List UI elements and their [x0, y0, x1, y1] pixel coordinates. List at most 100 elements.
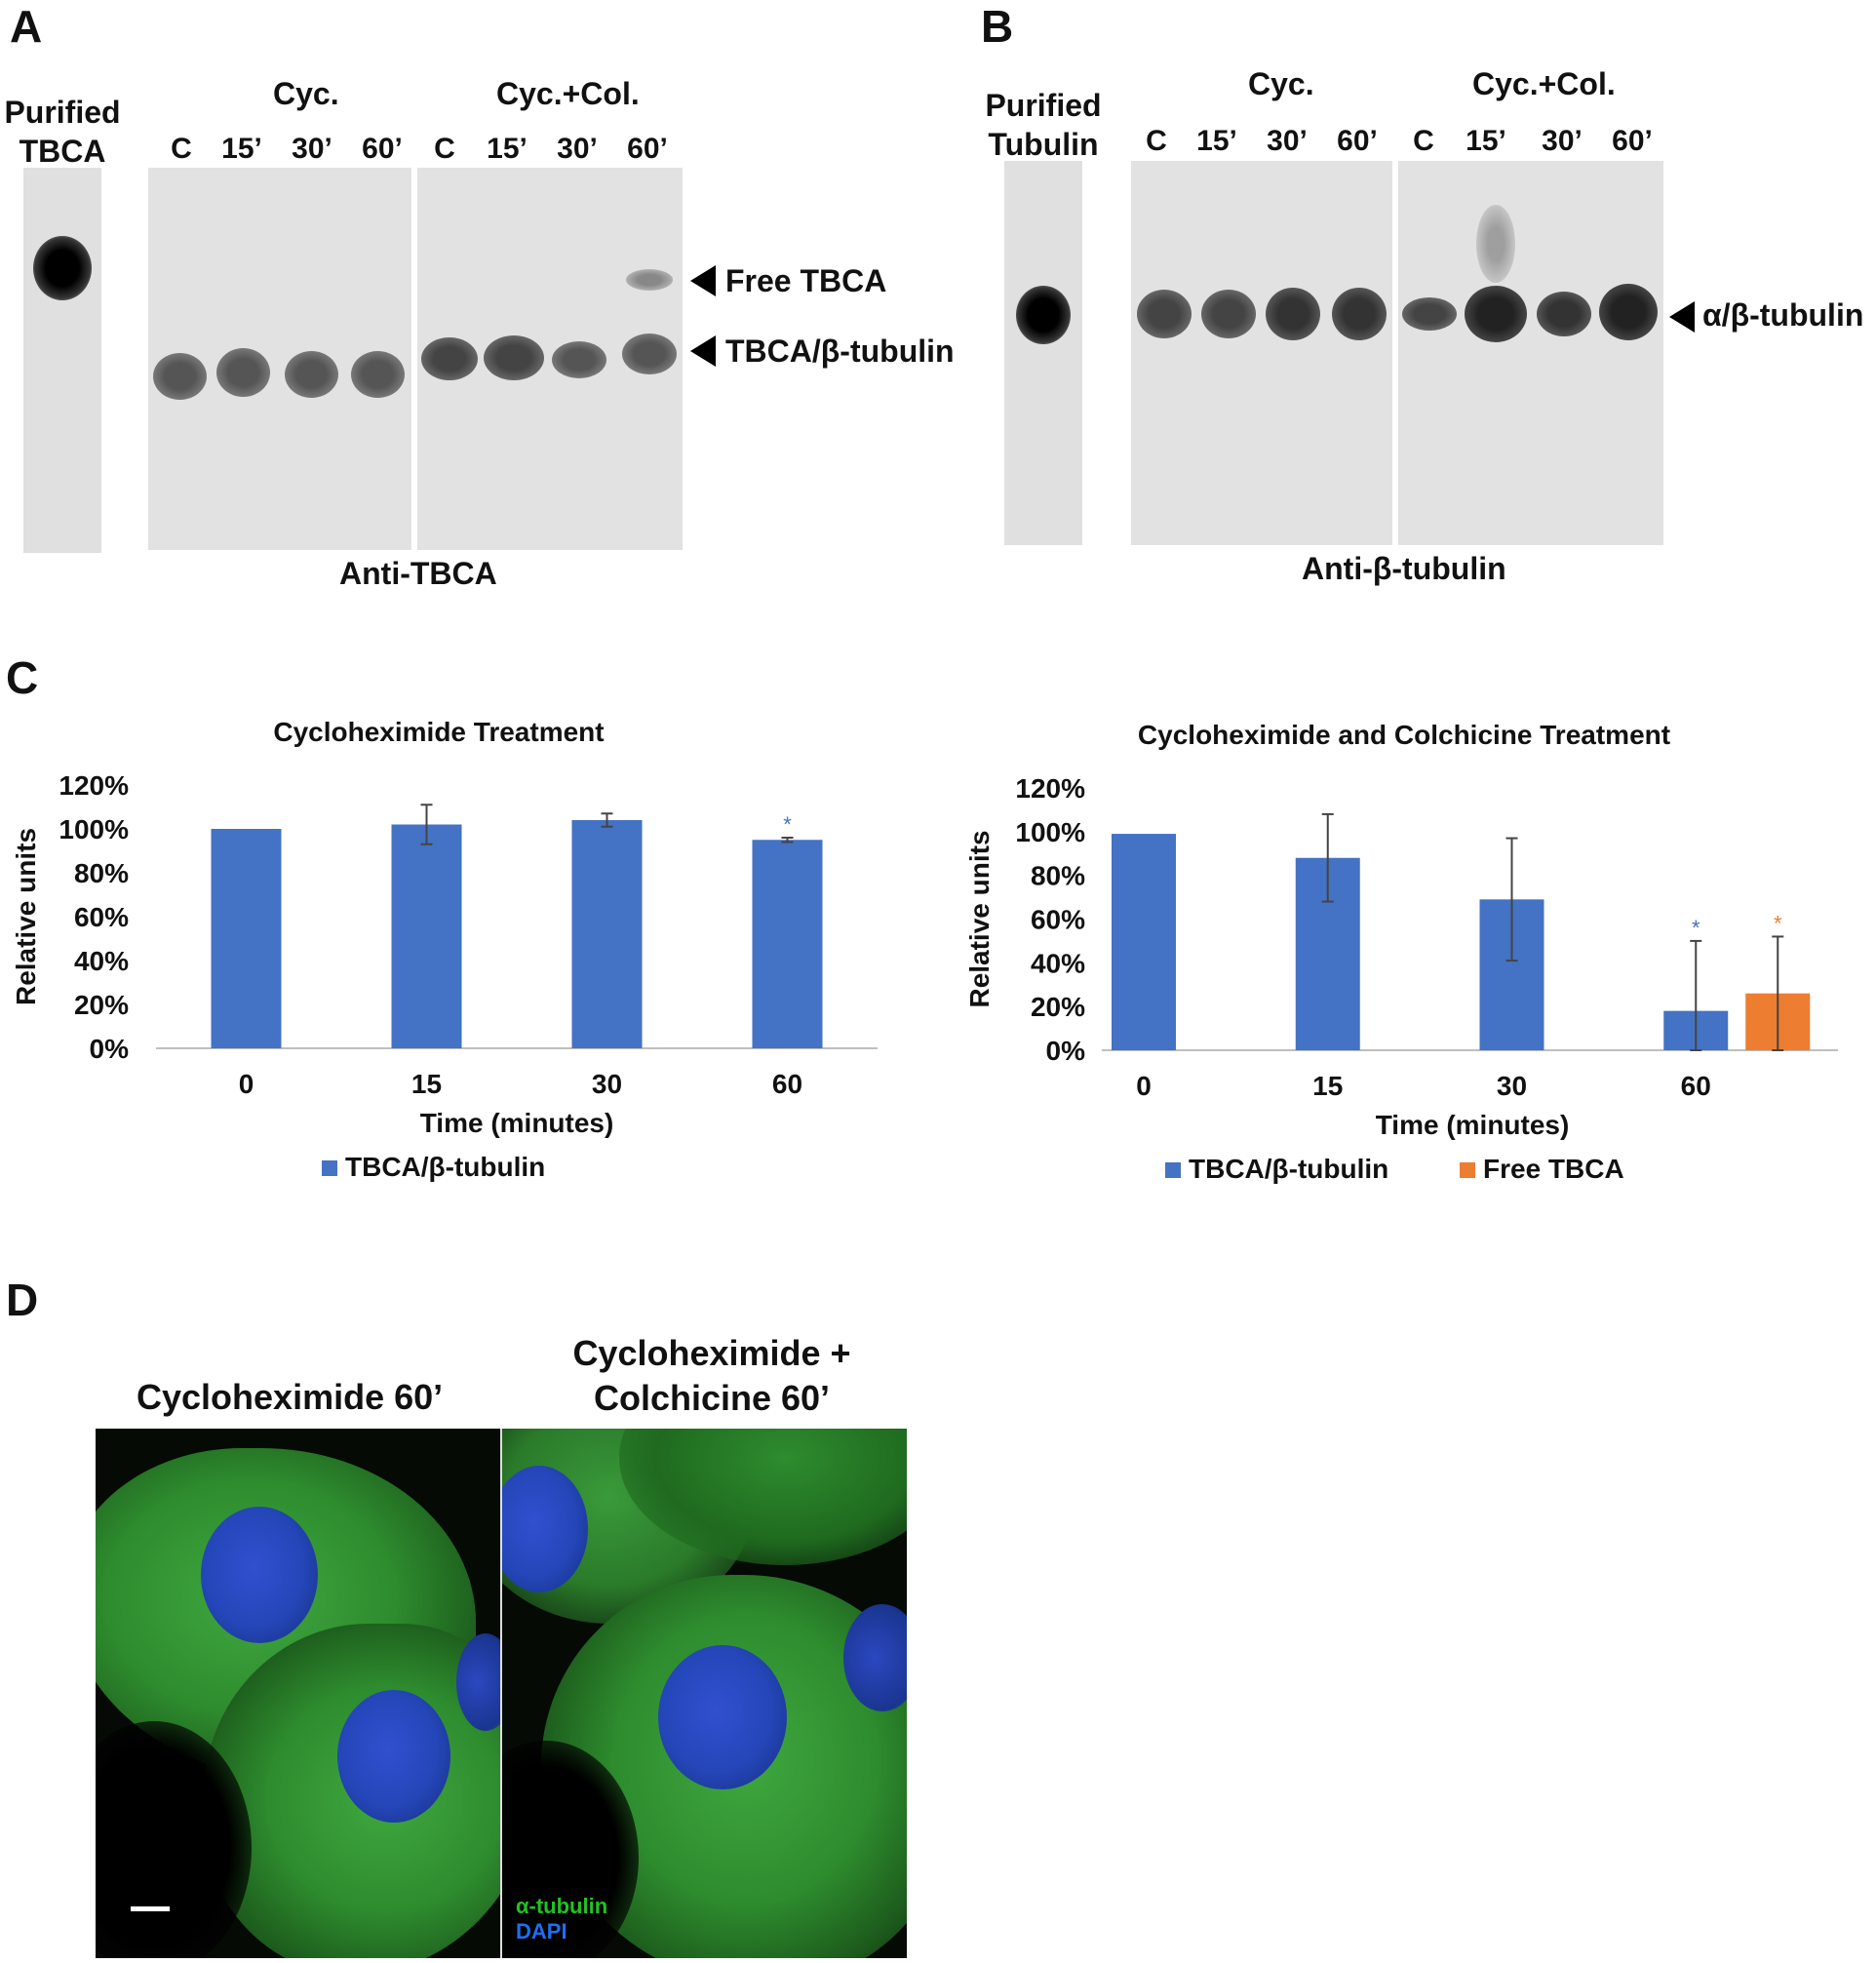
panel-b-lane-label: 15’	[1196, 125, 1237, 157]
y-tick-label: 120%	[1015, 773, 1085, 804]
blot-band	[1201, 290, 1256, 338]
arrow-ab-tubulin	[1669, 301, 1695, 333]
y-tick-label: 20%	[74, 990, 129, 1020]
blot-band	[285, 351, 338, 398]
x-tick-label: 30	[1497, 1071, 1527, 1101]
y-tick-label: 40%	[1031, 948, 1085, 978]
blot-band	[1266, 288, 1320, 340]
blot-band	[1137, 290, 1192, 338]
panel-a-lane-label: 30’	[292, 133, 332, 165]
panel-b-lane-label: 30’	[1542, 125, 1583, 157]
blot-smear	[1476, 205, 1515, 283]
legend-label: TBCA/β-tubulin	[1189, 1154, 1388, 1184]
panel-b-lane-label: 15’	[1466, 125, 1506, 157]
arrow-tbca-complex	[690, 335, 716, 367]
panel-b-letter: B	[981, 1, 1014, 52]
blot-band	[216, 348, 270, 397]
blot-band	[552, 341, 606, 378]
blot-band-free	[626, 269, 673, 291]
chart2-title: Cycloheximide and Colchicine Treatment	[1137, 720, 1671, 750]
panel-a-antibody-label: Anti-TBCA	[339, 556, 497, 591]
panel-a-lane-label: 60’	[627, 133, 668, 165]
panel-a-purified-label: Purified TBCA	[0, 93, 125, 171]
panel-b-lane-label: C	[1413, 125, 1434, 157]
bar	[391, 824, 462, 1048]
blot-band	[622, 334, 677, 374]
scale-bar	[131, 1906, 170, 1911]
x-tick-label: 60	[772, 1069, 802, 1099]
panel-c-letter: C	[6, 652, 39, 703]
y-tick-label: 0%	[1046, 1036, 1086, 1066]
panel-b-purified-line1: Purified	[985, 88, 1102, 123]
panel-a-cyccol-blot	[417, 168, 683, 550]
y-tick-label: 0%	[90, 1034, 130, 1064]
panel-a-purified-line1: Purified	[4, 95, 121, 130]
legend-swatch	[1165, 1162, 1181, 1178]
panel-b-purified-line2: Tubulin	[988, 127, 1099, 162]
panel-a-group1-label: Cyc.	[273, 76, 339, 111]
significance-marker: *	[1774, 911, 1782, 935]
panel-a-cyc-blot	[148, 168, 411, 550]
panel-a-arrow-complex-label: TBCA/β-tubulin	[725, 334, 955, 369]
panel-d-letter: D	[6, 1275, 39, 1325]
panel-b-antibody-label: Anti-β-tubulin	[1302, 551, 1506, 586]
panel-d-right-title-line1: Cycloheximide +	[572, 1333, 851, 1373]
y-tick-label: 80%	[1031, 861, 1085, 891]
x-axis-title: Time (minutes)	[1376, 1110, 1570, 1140]
blot-band	[421, 337, 478, 380]
panel-a-group2-label: Cyc.+Col.	[496, 76, 640, 111]
panel-b-group1-label: Cyc.	[1248, 66, 1314, 101]
significance-marker: *	[783, 812, 792, 837]
y-axis-title: Relative units	[964, 830, 995, 1007]
panel-b-lane-label: C	[1146, 125, 1167, 157]
panel-a-arrow-free-label: Free TBCA	[725, 263, 887, 298]
blot-band	[1016, 286, 1071, 344]
nucleus	[201, 1507, 318, 1643]
blot-band	[1599, 284, 1658, 340]
nucleus	[337, 1690, 450, 1823]
bar	[571, 820, 643, 1048]
panel-b-group2-label: Cyc.+Col.	[1472, 66, 1616, 101]
blot-band	[1537, 292, 1591, 336]
blot-band	[484, 335, 544, 380]
x-axis-title: Time (minutes)	[420, 1108, 614, 1138]
blot-band	[1465, 286, 1527, 342]
y-tick-label: 60%	[1031, 905, 1085, 935]
chart-cycloheximide-colchicine: 0% 20% 40% 60% 80% 100% 120% Relative units 0 15 3…	[964, 773, 1838, 1184]
legend-swatch	[1460, 1162, 1475, 1178]
panel-a-purified-line2: TBCA	[19, 134, 106, 169]
panel-d-right-title: Cycloheximide + Colchicine 60’	[541, 1331, 882, 1421]
bar	[211, 829, 282, 1048]
nucleus	[843, 1604, 907, 1711]
arrow-free-tbca	[690, 265, 716, 296]
panel-a-purified-blot	[23, 168, 101, 553]
x-tick-label: 15	[411, 1069, 442, 1099]
panel-b-purified-blot	[1004, 161, 1082, 545]
panel-b-arrow-label: α/β-tubulin	[1702, 297, 1864, 333]
x-tick-label: 60	[1681, 1071, 1711, 1101]
blot-band	[1332, 288, 1387, 340]
legend-label: TBCA/β-tubulin	[345, 1152, 545, 1182]
micrograph-divider	[500, 1429, 502, 1958]
y-tick-label: 100%	[59, 814, 129, 844]
panel-b-cyccol-blot	[1398, 161, 1663, 545]
panel-a-lane-label: 30’	[557, 133, 598, 165]
y-tick-label: 60%	[74, 902, 129, 932]
significance-marker: *	[1692, 916, 1700, 940]
legend-dapi: DAPI	[516, 1919, 567, 1943]
panel-d-left-title: Cycloheximide 60’	[137, 1377, 444, 1417]
panel-b-lane-label: 60’	[1612, 125, 1653, 157]
panel-a-lane-label: C	[434, 133, 455, 165]
y-tick-label: 120%	[59, 770, 129, 801]
panel-a-lane-label: 15’	[487, 133, 528, 165]
micrograph-cycloheximide	[96, 1429, 500, 1958]
blot-band	[1402, 297, 1457, 331]
nucleus	[456, 1633, 500, 1731]
x-tick-label: 15	[1312, 1071, 1343, 1101]
legend-swatch	[322, 1160, 337, 1176]
panel-a-lane-label: C	[171, 133, 192, 165]
blot-band	[33, 236, 92, 300]
bar	[752, 840, 823, 1048]
panel-b-lane-label: 30’	[1267, 125, 1308, 157]
x-tick-label: 0	[239, 1069, 254, 1099]
